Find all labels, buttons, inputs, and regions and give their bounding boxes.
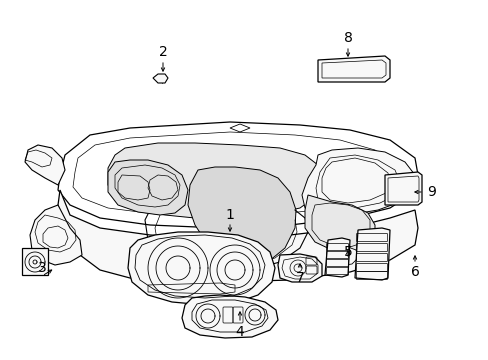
Polygon shape	[58, 190, 417, 282]
Text: 5: 5	[343, 245, 352, 259]
Polygon shape	[128, 232, 274, 305]
Text: 8: 8	[343, 31, 352, 45]
Polygon shape	[325, 238, 349, 277]
Polygon shape	[30, 205, 82, 265]
Polygon shape	[317, 56, 389, 82]
Polygon shape	[25, 145, 65, 185]
Text: 3: 3	[38, 261, 46, 275]
Polygon shape	[354, 228, 389, 280]
Polygon shape	[339, 247, 357, 265]
Polygon shape	[384, 172, 421, 205]
Polygon shape	[22, 248, 48, 275]
Polygon shape	[58, 122, 417, 228]
Polygon shape	[187, 167, 295, 268]
Polygon shape	[108, 160, 187, 215]
Text: 4: 4	[235, 325, 244, 339]
Polygon shape	[302, 148, 414, 215]
Text: 1: 1	[225, 208, 234, 222]
Text: 2: 2	[158, 45, 167, 59]
Text: 7: 7	[295, 271, 304, 285]
Polygon shape	[278, 254, 321, 282]
Text: 9: 9	[427, 185, 436, 199]
Polygon shape	[305, 195, 374, 252]
Polygon shape	[182, 295, 278, 338]
Text: 6: 6	[410, 265, 419, 279]
Polygon shape	[108, 143, 321, 218]
Polygon shape	[153, 74, 168, 83]
